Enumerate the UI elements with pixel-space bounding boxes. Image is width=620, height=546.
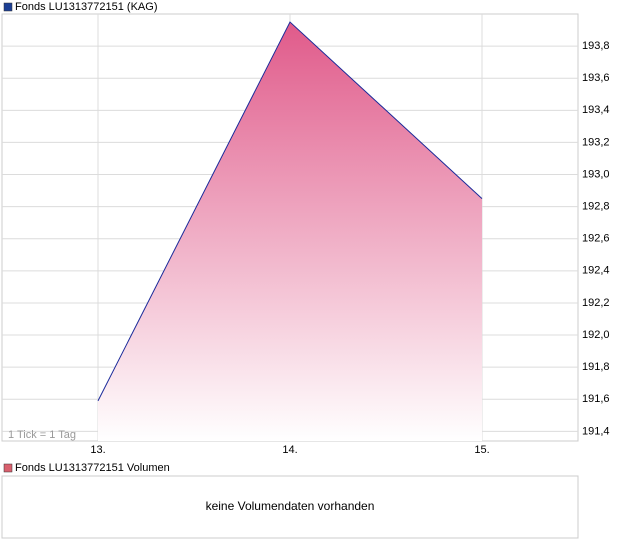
legend-label: Fonds LU1313772151 Volumen	[15, 462, 170, 474]
line	[97, 21, 483, 402]
y-tick-label: 192,0	[582, 329, 610, 341]
y-tick-label: 191,8	[582, 361, 610, 373]
x-tick-label: 13.	[90, 444, 105, 456]
legend-swatch	[3, 2, 13, 12]
volume-frame	[1, 475, 579, 539]
x-tick-label: 15.	[474, 444, 489, 456]
y-tick-label: 192,6	[582, 233, 610, 245]
y-tick-label: 193,8	[582, 40, 610, 52]
area	[98, 22, 482, 442]
x-tick-label: 14.	[282, 444, 297, 456]
y-tick-label: 193,2	[582, 136, 610, 148]
y-tick-label: 192,8	[582, 201, 610, 213]
y-tick-label: 193,6	[582, 72, 610, 84]
y-tick-label: 192,2	[582, 297, 610, 309]
legend-swatch	[3, 463, 13, 473]
y-tick-label: 193,0	[582, 168, 610, 180]
footnote: 1 Tick = 1 Tag	[8, 429, 76, 441]
y-tick-label: 191,4	[582, 425, 610, 437]
y-tick-label: 193,4	[582, 104, 610, 116]
legend-label: Fonds LU1313772151 (KAG)	[15, 1, 157, 13]
y-tick-label: 191,6	[582, 393, 610, 405]
volume-message: keine Volumendaten vorhanden	[206, 499, 375, 513]
y-tick-label: 192,4	[582, 265, 610, 277]
